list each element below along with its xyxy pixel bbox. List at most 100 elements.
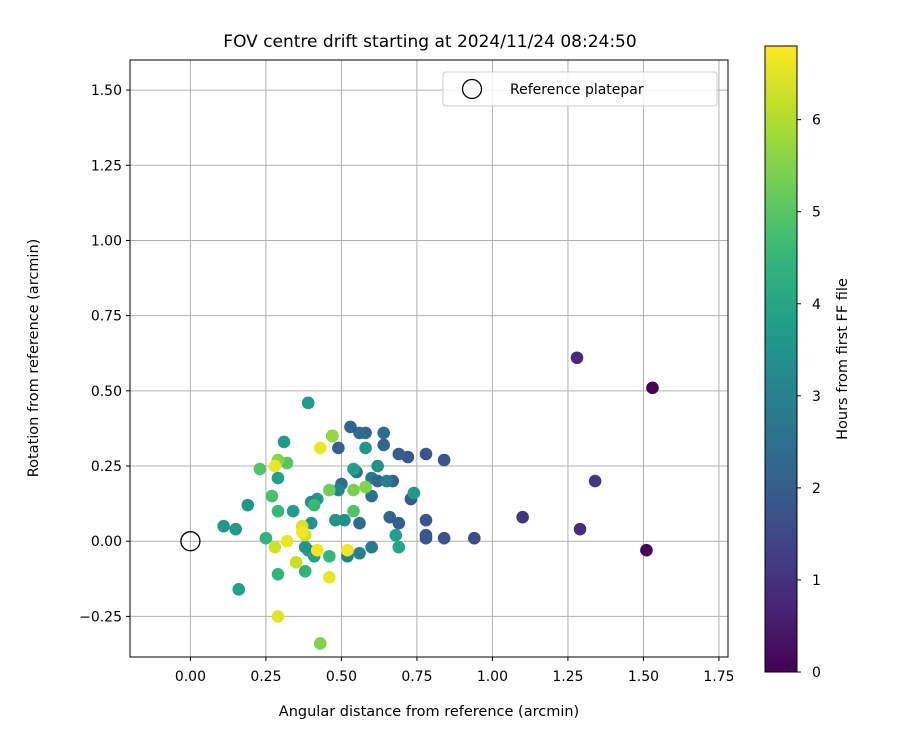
data-point: [371, 459, 384, 473]
data-point: [377, 426, 390, 440]
data-point: [323, 483, 336, 497]
data-point: [341, 543, 354, 557]
data-point: [468, 531, 481, 545]
reference-layer: [180, 531, 201, 552]
data-point: [259, 531, 273, 545]
data-point: [271, 504, 285, 518]
data-point: [332, 441, 345, 455]
data-point: [323, 570, 336, 584]
data-point: [277, 435, 291, 449]
data-point: [380, 474, 394, 488]
data-point: [353, 426, 366, 440]
colorbar-tick-label: 6: [812, 113, 821, 129]
colorbar-tick-label: 3: [812, 389, 821, 405]
data-point: [329, 513, 342, 527]
data-point: [232, 583, 246, 596]
chart-title: FOV centre drift starting at 2024/11/24 …: [223, 32, 636, 52]
data-point: [516, 510, 529, 524]
data-point: [383, 510, 397, 524]
x-tick-label: 1.50: [628, 669, 659, 685]
data-point: [286, 504, 300, 518]
data-point: [419, 513, 433, 527]
data-point: [347, 462, 360, 476]
data-point: [332, 483, 345, 497]
y-axis-label: Rotation from reference (arcmin): [26, 239, 42, 478]
legend-box: [442, 71, 718, 107]
data-point: [271, 610, 285, 623]
data-point: [353, 546, 366, 560]
y-tick-label: 0.25: [91, 459, 122, 475]
data-point: [392, 516, 406, 530]
data-point: [389, 528, 403, 542]
data-point: [344, 420, 357, 434]
data-point: [570, 351, 584, 365]
data-point: [392, 447, 406, 461]
y-tick-label: 0.50: [91, 384, 122, 400]
data-point: [280, 534, 294, 548]
data-point: [268, 540, 282, 554]
y-axis-ticks: −0.25 0.00 0.25 0.50 0.75 1.00 1.25 1.50: [79, 83, 130, 625]
data-point: [437, 453, 451, 467]
data-point: [229, 522, 243, 536]
y-tick-label: 1.50: [91, 83, 122, 99]
colorbar-tick-label: 4: [812, 297, 821, 313]
x-tick-label: 1.00: [477, 669, 508, 685]
y-tick-label: −0.25: [79, 609, 122, 625]
legend: Reference platepar: [442, 71, 718, 107]
data-point: [419, 447, 433, 461]
colorbar: 0 1 2 3 4 5 6 Hours from first FF file: [764, 45, 851, 681]
data-point: [217, 519, 230, 533]
colorbar-tick-label: 0: [812, 665, 821, 681]
x-tick-label: 1.25: [552, 669, 583, 685]
x-tick-label: 0.50: [326, 669, 357, 685]
colorbar-frame: [764, 45, 798, 673]
legend-open-circle-icon: [461, 78, 483, 100]
data-point: [313, 637, 327, 650]
y-tick-label: 1.00: [91, 233, 122, 249]
data-point: [359, 441, 372, 455]
data-point: [353, 516, 366, 530]
data-point: [365, 540, 378, 554]
data-point: [295, 525, 309, 539]
data-point: [326, 429, 339, 443]
colorbar-tick-label: 1: [812, 573, 821, 589]
data-point: [307, 498, 321, 512]
y-tick-label: 0.75: [91, 309, 122, 325]
x-axis-ticks: 0.00 0.25 0.50 0.75 1.00 1.25 1.50 1.75: [175, 657, 735, 685]
data-point: [289, 555, 303, 569]
x-tick-label: 0.25: [250, 669, 281, 685]
colorbar-ticks: 0 1 2 3 4 5 6: [797, 113, 821, 681]
data-point: [338, 513, 351, 527]
data-point: [313, 441, 327, 455]
data-point: [265, 489, 279, 503]
plot-frame: [129, 59, 729, 658]
data-point: [359, 480, 372, 494]
data-point: [640, 543, 653, 557]
data-point: [377, 438, 390, 452]
data-point: [253, 462, 267, 476]
data-point: [573, 522, 587, 536]
data-point: [407, 486, 421, 500]
x-axis-label: Angular distance from reference (arcmin): [279, 704, 579, 720]
data-point: [271, 471, 285, 485]
data-points: [217, 351, 659, 650]
data-point: [588, 474, 602, 488]
data-point: [347, 483, 360, 497]
reference-platepar-marker: [180, 531, 201, 552]
x-tick-label: 0.00: [175, 669, 206, 685]
data-point: [323, 549, 336, 563]
colorbar-gradient: [765, 46, 797, 672]
colorbar-label: Hours from first FF file: [835, 278, 851, 440]
data-point: [365, 489, 378, 503]
data-point: [437, 531, 451, 545]
data-point: [301, 396, 315, 410]
data-point: [310, 543, 324, 557]
data-point: [392, 540, 406, 554]
x-tick-label: 1.75: [703, 669, 734, 685]
data-point: [271, 567, 285, 581]
data-point: [419, 528, 433, 542]
data-point: [268, 459, 282, 473]
data-point: [241, 498, 255, 512]
data-point: [298, 564, 312, 578]
